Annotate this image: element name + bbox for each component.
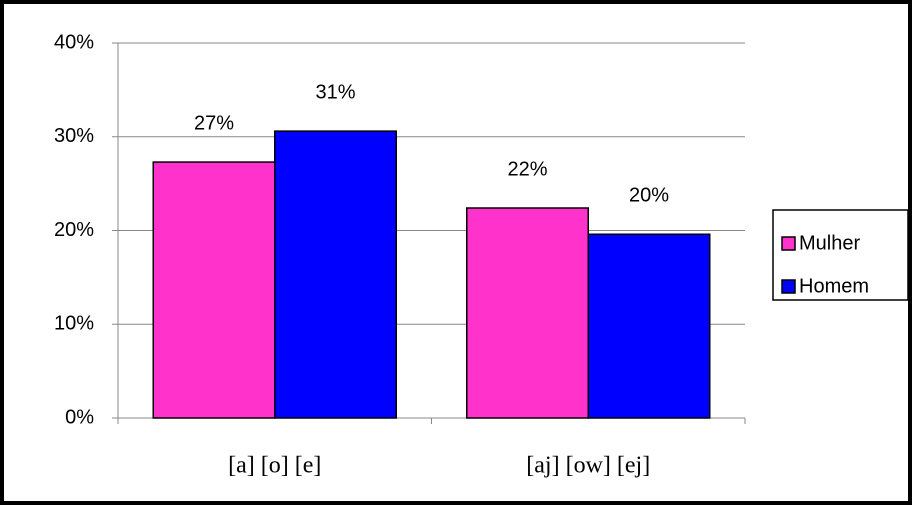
y-tick-label: 10% <box>54 313 94 335</box>
x-tick-label: [aj] [ow] [ej] <box>526 453 650 479</box>
y-tick-label: 40% <box>54 31 94 53</box>
legend-swatch <box>781 236 796 251</box>
bar <box>587 233 711 419</box>
data-label: 31% <box>315 81 355 103</box>
data-label: 27% <box>194 112 234 134</box>
y-tick-label: 20% <box>54 219 94 241</box>
y-tick-label: 30% <box>54 125 94 147</box>
y-tick-label: 0% <box>65 406 94 428</box>
bar <box>152 161 276 419</box>
legend-label: Mulher <box>799 232 860 254</box>
data-label: 22% <box>507 158 547 180</box>
legend-label: Homem <box>799 275 869 297</box>
bar <box>274 130 397 419</box>
bar <box>466 207 589 419</box>
x-tick-label: [a] [o] [e] <box>228 453 321 479</box>
legend-swatch <box>781 279 796 294</box>
data-label: 20% <box>629 185 669 207</box>
